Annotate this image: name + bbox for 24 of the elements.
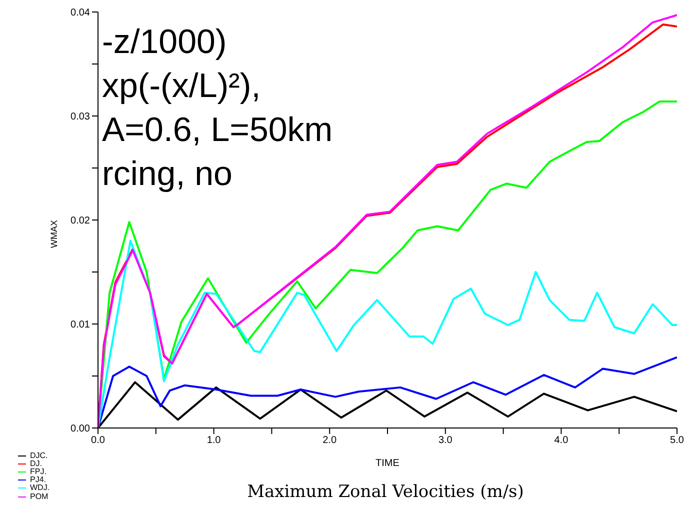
annotation: rcing, no (102, 154, 234, 195)
annotation: -z/1000) (102, 22, 228, 63)
y-tick-label: 0.02 (70, 216, 90, 227)
x-tick-label: 0.0 (91, 435, 106, 446)
y-tick-label: 0.03 (70, 112, 90, 123)
text: Maximum Zonal Velocities (m/s) (247, 482, 524, 502)
x-tick-label: 5.0 (670, 435, 684, 446)
legend-label: DJC. (30, 451, 48, 460)
y-axis-title: WMAX (49, 220, 60, 248)
annotation: A=0.6, L=50km (102, 110, 333, 151)
x-axis-title: TIME (376, 458, 400, 469)
x-tick-label: 4.0 (554, 435, 569, 446)
y-tick-label: 0.00 (70, 424, 90, 435)
legend-label: DJ. (30, 459, 42, 468)
annotation: xp(-(x/L)²), (102, 66, 262, 107)
y-tick-label: 0.04 (70, 8, 90, 19)
x-tick-label: 3.0 (438, 435, 453, 446)
legend-label: FPJ. (30, 467, 46, 476)
legend-label: POM (30, 492, 48, 501)
legend-label: WDJ. (30, 484, 50, 493)
x-tick-label: 1.0 (206, 435, 222, 446)
x-tick-label: 2.0 (322, 435, 337, 446)
y-tick-label: 0.01 (70, 320, 90, 331)
legend-label: PJ4. (30, 475, 46, 484)
